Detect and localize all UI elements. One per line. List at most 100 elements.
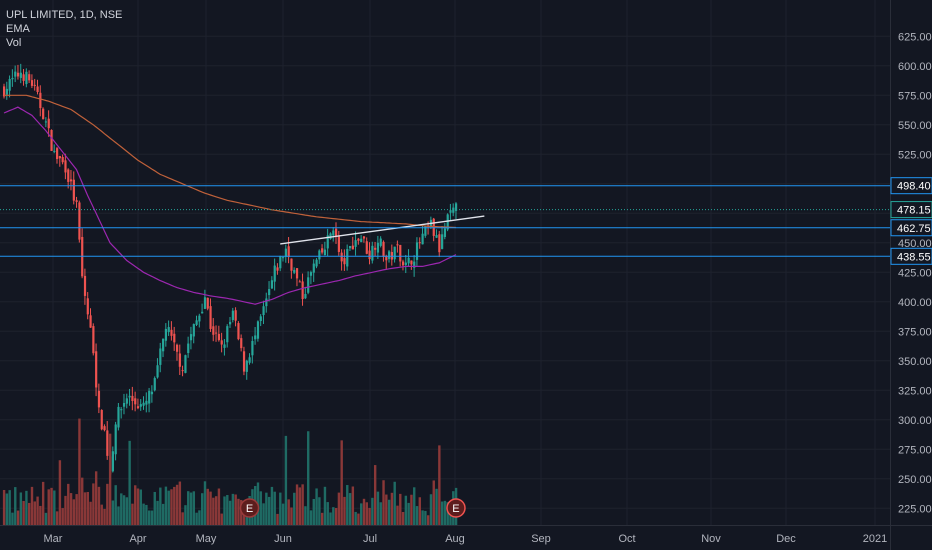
volume-bar [337, 492, 341, 525]
candle-body [265, 298, 268, 307]
candle-body [396, 244, 399, 246]
volume-bar [30, 486, 34, 525]
candle-body [162, 338, 165, 352]
y-tick-label: 575.00 [898, 90, 932, 102]
candle-body [315, 259, 318, 267]
candle-body [156, 365, 159, 378]
y-tick-label: 425.00 [898, 267, 932, 279]
candle-body [97, 390, 101, 408]
y-tick-label: 600.00 [898, 61, 932, 73]
y-tick-label: 375.00 [898, 326, 932, 338]
volume-bar [287, 499, 290, 525]
volume-bar [373, 465, 377, 525]
candle-body [290, 258, 293, 271]
earnings-marker-label: E [246, 503, 253, 515]
candle-body [14, 71, 17, 77]
volume-bar [348, 493, 352, 525]
candle-body [69, 179, 73, 182]
candle-body [192, 324, 195, 337]
volume-bar [142, 503, 145, 525]
candle-body [388, 251, 391, 259]
x-tick-label: 2021 [863, 533, 887, 545]
candle-body [382, 241, 385, 257]
volume-bar [111, 500, 115, 525]
volume-bar [122, 495, 126, 525]
candle-body [89, 315, 92, 328]
volume-bar [19, 492, 23, 525]
volume-bar [67, 483, 70, 525]
candle-body [449, 210, 452, 213]
price-level-box [890, 201, 932, 219]
volume-bar [103, 508, 106, 525]
volume-bar [315, 488, 318, 525]
volume-bar [164, 486, 168, 525]
volume-bar [228, 500, 232, 525]
candle-body [58, 156, 61, 159]
volume-bar [41, 481, 45, 525]
legend-exchange[interactable]: NSE [94, 8, 123, 22]
volume-bar [44, 512, 48, 525]
legend-symbol[interactable]: UPL LIMITED [6, 9, 74, 21]
volume-bar [92, 483, 95, 525]
volume-bar [206, 488, 209, 525]
volume-bar [64, 495, 67, 525]
candle-body [53, 150, 56, 152]
volume-bar [147, 510, 151, 525]
y-tick-label: 625.00 [898, 31, 932, 43]
volume-bar [2, 490, 6, 525]
y-tick-label: 250.00 [898, 474, 932, 486]
volume-bar [360, 503, 363, 525]
candle-body [276, 267, 279, 271]
y-tick-label: 275.00 [898, 444, 932, 456]
volume-bar [279, 492, 282, 525]
candle-body [167, 327, 170, 333]
volume-bar [365, 502, 368, 525]
candle-body [259, 316, 262, 322]
x-tick-label: Oct [618, 533, 635, 545]
candle-body [284, 248, 287, 257]
legend-title: UPL LIMITED1DNSE [6, 8, 122, 22]
volume-bar [39, 505, 42, 525]
candle-body [19, 72, 22, 78]
candle-body [228, 321, 232, 325]
candle-body [128, 395, 131, 398]
candle-body [42, 108, 45, 119]
candle-body [413, 261, 416, 268]
volume-bar [78, 418, 81, 525]
legend-volume[interactable]: Vol [6, 37, 22, 49]
candle-body [326, 235, 329, 249]
candle-body [337, 236, 340, 252]
volume-bar [276, 513, 279, 525]
volume-bar [270, 486, 274, 525]
earnings-marker[interactable] [239, 498, 260, 518]
candle-body [30, 80, 34, 86]
volume-bar [343, 496, 346, 525]
y-tick-label: 400.00 [898, 297, 932, 309]
volume-bar [212, 497, 215, 525]
earnings-marker[interactable] [446, 498, 466, 518]
candle-body [203, 297, 207, 309]
price-level-box [890, 219, 932, 237]
volume-bar [399, 493, 402, 525]
volume-bar [75, 494, 78, 525]
y-tick-label: 325.00 [898, 385, 932, 397]
candle-body [25, 71, 28, 85]
volume-bar [320, 512, 324, 525]
candle-body [234, 310, 237, 321]
candle-body [122, 402, 126, 407]
legend-interval[interactable]: 1D [73, 8, 94, 22]
candle-body [435, 235, 438, 238]
volume-bar [262, 503, 265, 525]
volume-bar [290, 507, 293, 525]
volume-bar [298, 487, 302, 525]
candle-body [3, 86, 6, 97]
volume-bar [438, 445, 441, 525]
candle-body [351, 245, 354, 250]
volume-bar [390, 492, 394, 525]
candle-body [139, 404, 142, 407]
candle-body [72, 179, 75, 201]
candle-body [404, 262, 407, 265]
legend-ema[interactable]: EMA [6, 23, 30, 35]
volume-bar [449, 513, 452, 525]
